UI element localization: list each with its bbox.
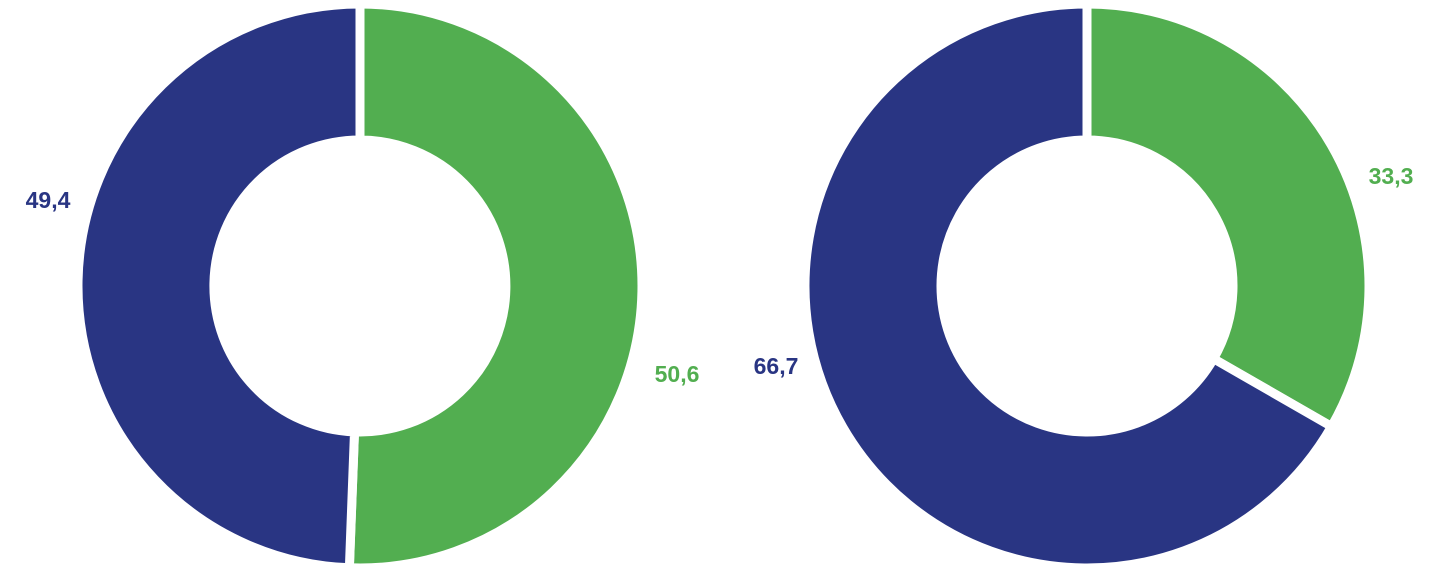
donut-1-data-label-1: 50,6 — [655, 361, 700, 387]
donut-1-slice-1 — [344, 0, 647, 567]
donut-2-slice-1 — [1082, 0, 1374, 433]
donut-2-data-label-2: 66,7 — [754, 353, 799, 379]
donut-2-slice-2 — [800, 0, 1338, 567]
donut-2-data-label-1: 33,3 — [1369, 163, 1414, 189]
donut-1-data-label-2: 49,4 — [26, 187, 71, 213]
donut-1-slice-2 — [73, 0, 365, 567]
donut-chart-2: 33,3 66,7 — [754, 0, 1414, 567]
donut-chart-1: 50,6 49,4 — [26, 0, 700, 567]
